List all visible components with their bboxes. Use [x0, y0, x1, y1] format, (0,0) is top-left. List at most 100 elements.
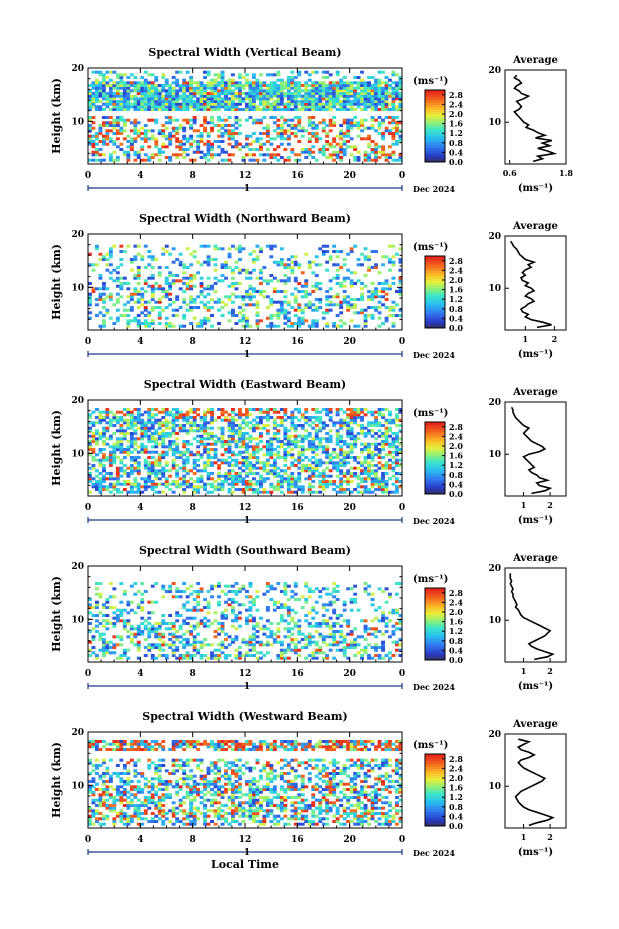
- heatmap-cell: [307, 424, 312, 427]
- heatmap-cell: [297, 266, 302, 269]
- heatmap-cell: [248, 426, 253, 430]
- heatmap-cell: [339, 129, 344, 133]
- heatmap-cell: [126, 295, 131, 299]
- heatmap-cell: [129, 94, 134, 98]
- heatmap-cell: [356, 437, 361, 441]
- heatmap-cell: [283, 656, 288, 660]
- heatmap-cell: [388, 314, 392, 317]
- heatmap-cell: [227, 482, 232, 486]
- heatmap-cell: [140, 287, 145, 291]
- heatmap-cell: [395, 314, 399, 317]
- heatmap-cell: [297, 100, 302, 103]
- heatmap-cell: [147, 145, 152, 149]
- heatmap-cell: [290, 490, 295, 494]
- heatmap-cell: [321, 461, 326, 465]
- heatmap-cell: [346, 89, 351, 93]
- heatmap-cell: [189, 453, 194, 457]
- heatmap-cell: [304, 469, 309, 473]
- heatmap-cell: [154, 469, 159, 473]
- heatmap-cell: [140, 102, 145, 106]
- heatmap-cell: [206, 624, 211, 628]
- heatmap-cell: [119, 654, 124, 657]
- heatmap-cell: [220, 247, 225, 251]
- colorbar-segment: [425, 438, 445, 442]
- heatmap-cell: [150, 322, 155, 325]
- heatmap-cell: [175, 108, 180, 111]
- heatmap-cell: [133, 292, 138, 296]
- heatmap-cell: [290, 434, 295, 438]
- heatmap-cell: [157, 469, 162, 473]
- colorbar-segment: [425, 489, 445, 493]
- heatmap-cell: [367, 290, 371, 293]
- heatmap-cell: [290, 448, 295, 451]
- heatmap-cell: [154, 121, 159, 125]
- heatmap-cell: [300, 485, 305, 489]
- heatmap-cell: [112, 651, 117, 655]
- heatmap-cell: [283, 442, 288, 446]
- heatmap-cell: [286, 92, 291, 95]
- heatmap-cell: [143, 432, 148, 435]
- heatmap-cell: [115, 298, 120, 301]
- heatmap-cell: [356, 76, 361, 79]
- heatmap-cell: [154, 635, 159, 639]
- heatmap-cell: [318, 108, 323, 111]
- heatmap-cell: [129, 73, 134, 77]
- heatmap-cell: [178, 86, 183, 90]
- heatmap-cell: [245, 134, 249, 138]
- heatmap-cell: [279, 108, 284, 111]
- heatmap-cell: [290, 81, 295, 85]
- colorbar-segment: [425, 296, 445, 300]
- heatmap-cell: [384, 421, 389, 425]
- heatmap-cell: [196, 622, 201, 625]
- heatmap-cell: [245, 142, 249, 146]
- heatmap-cell: [255, 635, 260, 639]
- heatmap-cell: [122, 276, 127, 280]
- heatmap-cell: [318, 100, 323, 103]
- heatmap-cell: [119, 482, 124, 486]
- heatmap-cell: [150, 276, 155, 280]
- heatmap-cell: [108, 482, 113, 486]
- heatmap-cell: [391, 306, 396, 309]
- heatmap-cell: [290, 292, 295, 296]
- heatmap-cell: [259, 148, 263, 151]
- heatmap-cell: [388, 86, 392, 90]
- heatmap-cell: [332, 137, 337, 141]
- heatmap-cell: [126, 76, 131, 79]
- heatmap-cell: [119, 132, 124, 135]
- heatmap-cell: [363, 477, 368, 481]
- heatmap-cell: [95, 105, 99, 109]
- heatmap-cell: [290, 424, 295, 427]
- heatmap-cell: [395, 142, 399, 146]
- heatmap-cell: [126, 84, 131, 87]
- heatmap-cell: [206, 86, 211, 90]
- heatmap-cell: [367, 477, 371, 481]
- heatmap-cell: [276, 308, 281, 312]
- heatmap-cell: [105, 129, 110, 133]
- heatmap-cell: [112, 477, 117, 481]
- heatmap-cell: [297, 453, 302, 457]
- heatmap-cell: [192, 118, 197, 122]
- heatmap-cell: [307, 121, 312, 125]
- heatmap-cell: [150, 464, 155, 467]
- heatmap-cell: [231, 78, 235, 82]
- heatmap-cell: [356, 461, 361, 465]
- heatmap-cell: [108, 84, 113, 87]
- heatmap-cell: [241, 314, 246, 317]
- heatmap-cell: [304, 92, 309, 95]
- heatmap-cell: [95, 94, 99, 98]
- heatmap-cell: [115, 124, 120, 127]
- heatmap-cell: [395, 105, 399, 109]
- colorbar-unit: (ms⁻¹): [413, 408, 448, 419]
- heatmap-cell: [370, 464, 375, 467]
- heatmap-cell: [314, 424, 319, 427]
- heatmap-cell: [182, 282, 187, 285]
- heatmap-cell: [234, 458, 239, 462]
- heatmap-cell: [248, 461, 253, 465]
- heatmap-cell: [88, 137, 92, 141]
- heatmap-cell: [297, 648, 302, 652]
- heatmap-cell: [154, 258, 159, 261]
- heatmap-cell: [395, 434, 399, 438]
- heatmap-cell: [192, 461, 197, 465]
- heatmap-cell: [367, 424, 371, 427]
- heatmap-cell: [126, 466, 131, 470]
